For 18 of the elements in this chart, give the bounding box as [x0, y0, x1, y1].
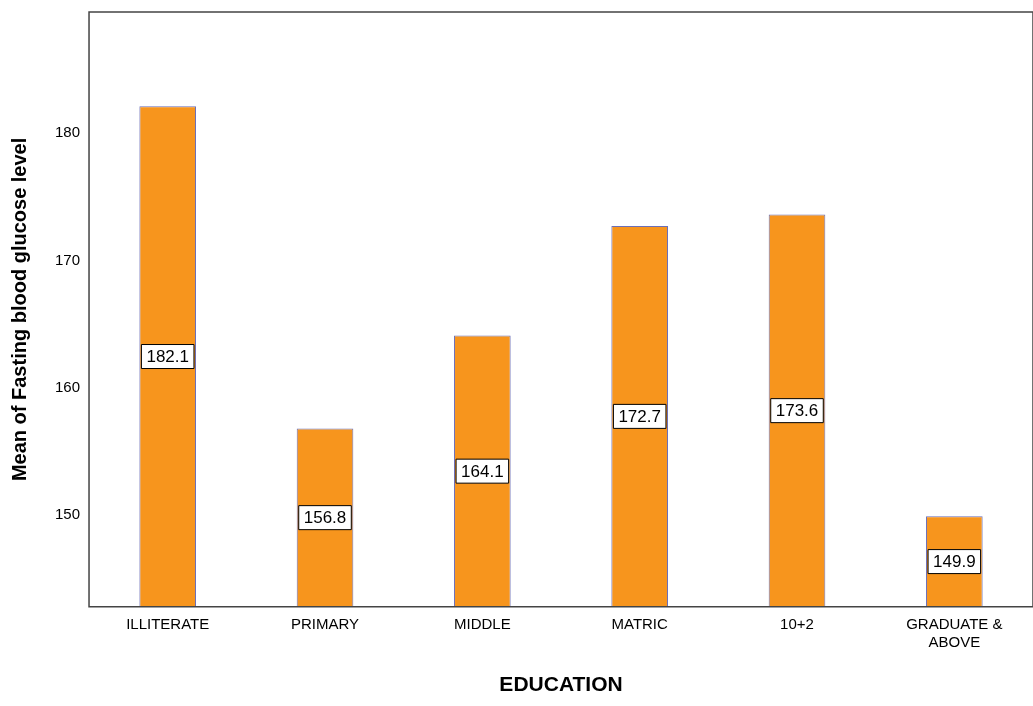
- x-tick-label: MATRIC: [611, 614, 669, 632]
- x-tick-label: GRADUATE & ABOVE: [906, 614, 1003, 650]
- x-tick-label: 10+2: [780, 614, 814, 632]
- y-tick-label: 170: [55, 250, 81, 268]
- data-label: 172.7: [618, 407, 661, 427]
- data-label: 149.9: [933, 552, 976, 572]
- data-label: 173.6: [775, 401, 819, 421]
- data-label: 164.1: [461, 461, 504, 481]
- y-tick-label: 150: [55, 505, 81, 523]
- y-tick-label: 160: [55, 377, 81, 395]
- y-tick-label: 180: [55, 123, 81, 141]
- y-axis-title: Mean of Fasting blood glucose level: [7, 137, 30, 482]
- x-tick-label: MIDDLE: [454, 614, 511, 632]
- x-tick-label: ILLITERATE: [126, 614, 210, 632]
- data-label: 182.1: [146, 347, 189, 367]
- x-tick-label: PRIMARY: [290, 614, 360, 632]
- x-axis-title: EDUCATION: [499, 672, 623, 696]
- data-label: 156.8: [303, 508, 347, 528]
